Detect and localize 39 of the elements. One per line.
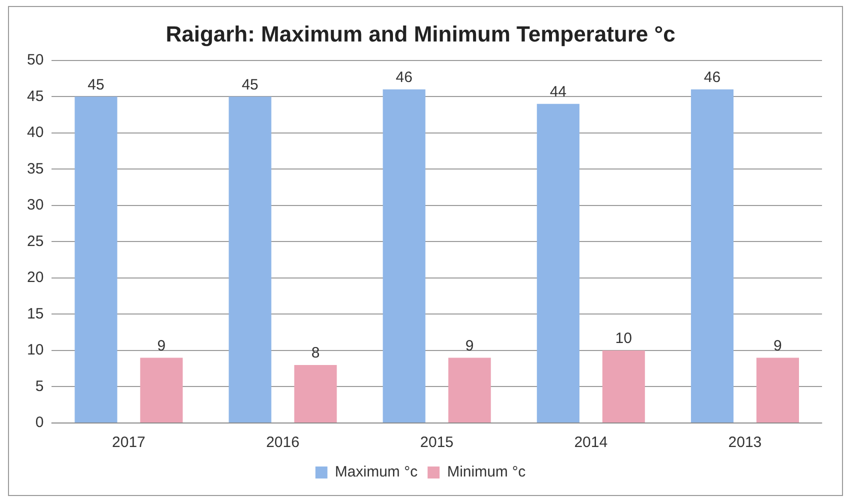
y-tick-label: 25	[26, 232, 44, 250]
chart-title: Raigarh: Maximum and Minimum Temperature °c	[166, 21, 676, 46]
data-label: 46	[704, 69, 721, 86]
x-tick-label: 2017	[112, 434, 146, 452]
x-tick-label: 2015	[420, 434, 454, 452]
x-tick-label: 2014	[574, 434, 608, 452]
data-label: 8	[311, 344, 320, 362]
bar	[382, 89, 426, 422]
y-tick-label: 30	[26, 196, 44, 214]
y-tick-label: 50	[26, 52, 44, 69]
bar	[140, 358, 183, 422]
y-tick-label: 35	[26, 160, 44, 178]
x-tick-label: 2016	[266, 434, 300, 452]
y-tick-label: 10	[26, 342, 44, 359]
bar	[74, 96, 118, 422]
data-label: 44	[550, 84, 567, 101]
data-label: 46	[396, 69, 412, 86]
data-label: 9	[157, 337, 166, 354]
y-tick-label: 5	[35, 378, 44, 395]
bar	[448, 358, 491, 422]
y-tick-label: 40	[26, 124, 44, 142]
x-tick-label: 2013	[728, 434, 762, 452]
y-tick-label: 20	[26, 269, 44, 286]
data-label: 45	[242, 76, 258, 94]
data-label: 45	[88, 76, 104, 94]
bar	[602, 350, 645, 422]
legend-label: Minimum °c	[447, 464, 526, 481]
legend-label: Maximum °c	[334, 464, 418, 481]
bar	[756, 358, 799, 422]
bar	[690, 89, 734, 422]
y-tick-label: 15	[26, 305, 44, 322]
bar	[228, 96, 272, 422]
data-label: 10	[615, 330, 632, 348]
y-tick-label: 45	[26, 88, 44, 105]
data-label: 9	[465, 337, 474, 354]
bar	[294, 364, 337, 422]
y-tick-label: 0	[35, 414, 44, 432]
bar	[536, 104, 580, 422]
data-label: 9	[774, 337, 782, 354]
